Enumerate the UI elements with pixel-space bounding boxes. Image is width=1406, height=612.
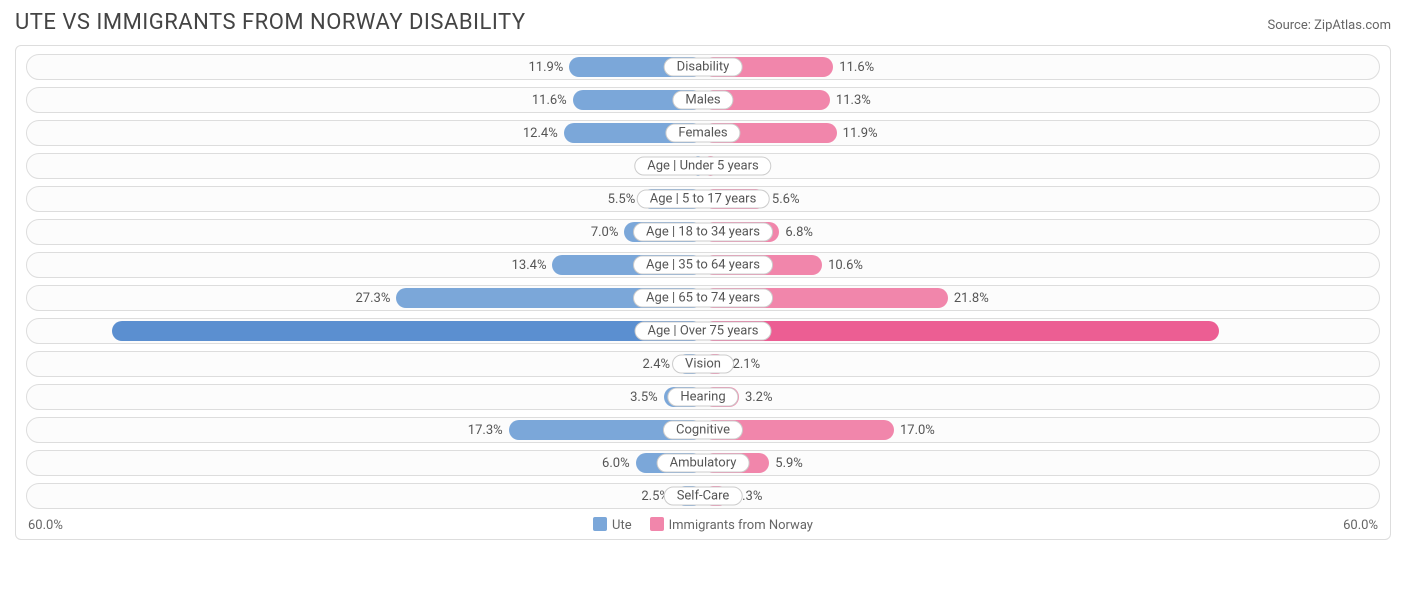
row-right-half: 11.6% — [703, 57, 1377, 77]
chart-legend: Ute Immigrants from Norway — [593, 517, 813, 533]
row-category-label: Age | 65 to 74 years — [633, 289, 773, 308]
chart-row: 11.9% 11.6% Disability — [26, 54, 1380, 80]
row-right-half: 1.3% — [703, 156, 1377, 176]
chart-row: 2.5%2.3%Self-Care — [26, 483, 1380, 509]
row-left-half: 5.5% — [29, 189, 703, 209]
chart-row: 5.5% 5.6%Age | 5 to 17 years — [26, 186, 1380, 212]
row-category-label: Age | Under 5 years — [634, 157, 771, 176]
chart-row: 2.4% 2.1%Vision — [26, 351, 1380, 377]
chart-row: 11.6% 11.3% Males — [26, 87, 1380, 113]
value-left: 2.4% — [636, 354, 676, 374]
row-right-half: 45.9% — [703, 321, 1377, 341]
legend-item-right: Immigrants from Norway — [650, 517, 813, 533]
row-category-label: Age | 18 to 34 years — [633, 223, 773, 242]
legend-label-left: Ute — [612, 518, 632, 533]
legend-label-right: Immigrants from Norway — [669, 518, 813, 533]
value-left: 11.6% — [526, 90, 573, 110]
value-right: 6.8% — [779, 222, 819, 242]
row-category-label: Self-Care — [664, 487, 743, 506]
legend-swatch-right — [650, 517, 664, 531]
row-right-half: 2.1% — [703, 354, 1377, 374]
row-left-half: 11.6% — [29, 90, 703, 110]
chart-header: UTE VS IMMIGRANTS FROM NORWAY DISABILITY… — [15, 10, 1391, 35]
value-left: 5.5% — [602, 189, 642, 209]
value-left: 11.9% — [522, 57, 569, 77]
chart-row: 27.3% 21.8% Age | 65 to 74 years — [26, 285, 1380, 311]
row-category-label: Hearing — [667, 388, 738, 407]
legend-swatch-left — [593, 517, 607, 531]
row-right-half: 11.9% — [703, 123, 1377, 143]
value-right: 5.9% — [769, 453, 809, 473]
row-right-half: 6.8% — [703, 222, 1377, 242]
row-right-half: 5.6% — [703, 189, 1377, 209]
row-left-half: 2.5% — [29, 486, 703, 506]
row-category-label: Age | Over 75 years — [635, 322, 772, 341]
value-right: 17.0% — [894, 420, 941, 440]
chart-row: 6.0% 5.9% Ambulatory — [26, 450, 1380, 476]
row-category-label: Vision — [672, 355, 734, 374]
row-right-half: 11.3% — [703, 90, 1377, 110]
value-left: 27.3% — [349, 288, 396, 308]
rows-container: 11.9% 11.6% Disability 11.6% 11.3% Males 12.4%… — [26, 54, 1380, 509]
row-right-half: 21.8% — [703, 288, 1377, 308]
row-right-half: 17.0% — [703, 420, 1377, 440]
value-left: 17.3% — [462, 420, 509, 440]
chart-source: Source: ZipAtlas.com — [1267, 18, 1391, 33]
chart-row: 17.3% 17.0% Cognitive — [26, 417, 1380, 443]
chart-row: 0.86%1.3%Age | Under 5 years — [26, 153, 1380, 179]
value-left: 13.4% — [506, 255, 553, 275]
row-right-half: 5.9% — [703, 453, 1377, 473]
value-left: 3.5% — [624, 387, 664, 407]
row-left-half: 0.86% — [29, 156, 703, 176]
value-right: 3.2% — [739, 387, 779, 407]
value-right: 21.8% — [948, 288, 995, 308]
value-right: 11.6% — [833, 57, 880, 77]
value-left: 12.4% — [517, 123, 564, 143]
row-left-half: 2.4% — [29, 354, 703, 374]
row-left-half: 7.0% — [29, 222, 703, 242]
value-left: 7.0% — [585, 222, 625, 242]
row-left-half: 27.3% — [29, 288, 703, 308]
row-left-half: 12.4% — [29, 123, 703, 143]
chart-row: 3.5% 3.2%Hearing — [26, 384, 1380, 410]
chart-row: 12.4% 11.9% Females — [26, 120, 1380, 146]
row-category-label: Age | 5 to 17 years — [637, 190, 770, 209]
axis-left-max: 60.0% — [28, 518, 63, 533]
value-right: 11.9% — [837, 123, 884, 143]
row-left-half: 52.6% — [29, 321, 703, 341]
value-left: 6.0% — [596, 453, 636, 473]
value-right: 10.6% — [822, 255, 869, 275]
value-right: 11.3% — [830, 90, 877, 110]
bar-left — [112, 321, 703, 341]
row-category-label: Males — [672, 91, 733, 110]
row-left-half: 13.4% — [29, 255, 703, 275]
chart-row: 7.0% 6.8% Age | 18 to 34 years — [26, 219, 1380, 245]
row-category-label: Females — [665, 124, 740, 143]
row-category-label: Disability — [664, 58, 743, 77]
row-right-half: 2.3% — [703, 486, 1377, 506]
row-left-half: 11.9% — [29, 57, 703, 77]
chart-area: 11.9% 11.6% Disability 11.6% 11.3% Males 12.4%… — [15, 45, 1391, 540]
bar-right — [703, 321, 1219, 341]
row-left-half: 3.5% — [29, 387, 703, 407]
value-right: 5.6% — [766, 189, 806, 209]
row-category-label: Age | 35 to 64 years — [633, 256, 773, 275]
legend-item-left: Ute — [593, 517, 632, 533]
chart-axis: 60.0% Ute Immigrants from Norway 60.0% — [26, 513, 1380, 533]
axis-right-max: 60.0% — [1343, 518, 1378, 533]
row-category-label: Ambulatory — [657, 454, 750, 473]
row-right-half: 10.6% — [703, 255, 1377, 275]
row-left-half: 6.0% — [29, 453, 703, 473]
row-left-half: 17.3% — [29, 420, 703, 440]
row-right-half: 3.2% — [703, 387, 1377, 407]
row-category-label: Cognitive — [663, 421, 743, 440]
chart-row: 52.6%45.9%Age | Over 75 years — [26, 318, 1380, 344]
chart-title: UTE VS IMMIGRANTS FROM NORWAY DISABILITY — [15, 10, 526, 35]
chart-row: 13.4% 10.6% Age | 35 to 64 years — [26, 252, 1380, 278]
